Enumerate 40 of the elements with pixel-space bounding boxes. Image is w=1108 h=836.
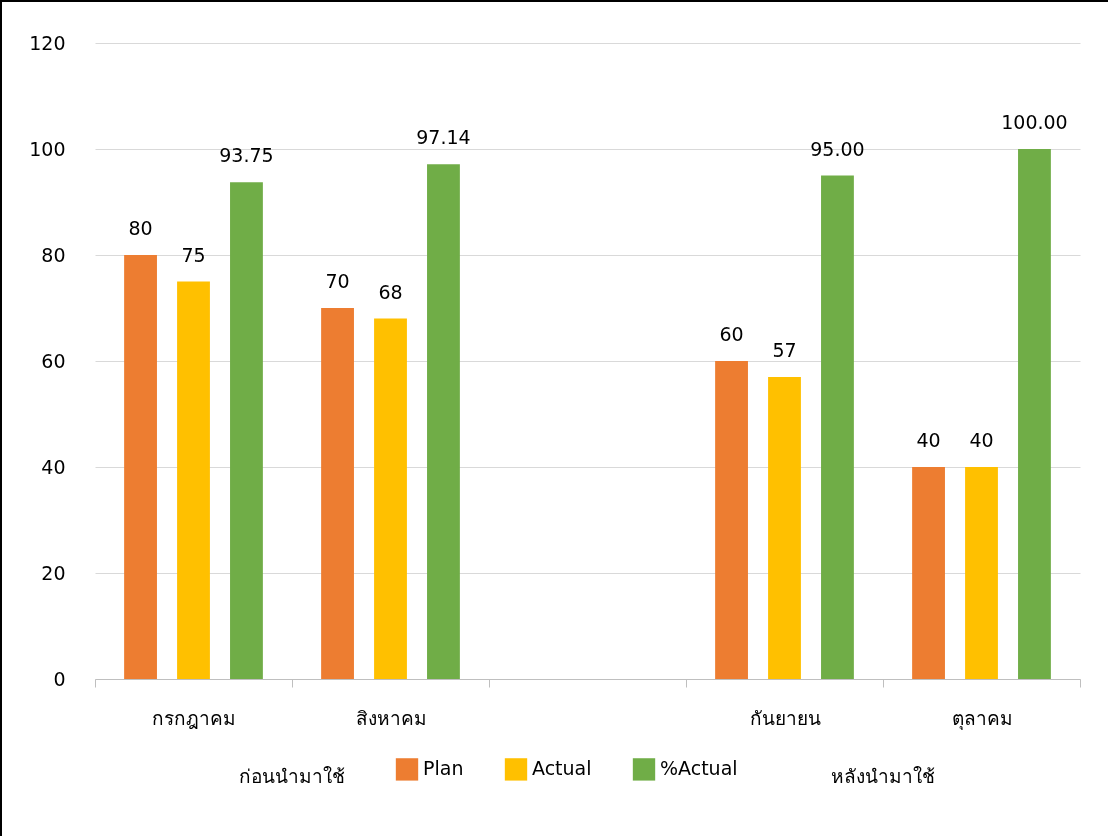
data-label: 97.14 bbox=[416, 126, 471, 149]
y-tick-label: 80 bbox=[41, 243, 66, 266]
bar bbox=[1018, 149, 1051, 679]
data-label: 93.75 bbox=[219, 144, 274, 167]
x-tick-label: สิงหาคม bbox=[355, 706, 427, 729]
x-tick-label: ตุลาคม bbox=[951, 706, 1013, 731]
bar bbox=[768, 376, 801, 679]
y-tick-label: 60 bbox=[41, 349, 66, 372]
x-tick-label: กันยายน bbox=[749, 706, 821, 729]
text: ก่อนนำมาใช้ bbox=[239, 765, 345, 787]
data-label: 40 bbox=[969, 429, 994, 451]
data-label: 57 bbox=[772, 338, 797, 361]
y-tick-label: 120 bbox=[29, 31, 66, 54]
bar bbox=[427, 164, 460, 679]
data-label: 68 bbox=[378, 280, 403, 303]
y-tick-label: 40 bbox=[41, 455, 66, 478]
data-label: 40 bbox=[916, 429, 941, 451]
x-tick-label: กรกฎาคม bbox=[152, 706, 236, 729]
bar bbox=[374, 318, 407, 679]
bar bbox=[821, 175, 854, 679]
y-tick-label: 0 bbox=[53, 667, 66, 690]
data-label: 70 bbox=[325, 270, 350, 292]
data-label: 60 bbox=[719, 323, 744, 345]
data-label: 95.00 bbox=[810, 137, 865, 160]
bar bbox=[715, 361, 748, 679]
bar bbox=[965, 467, 998, 679]
data-label: 80 bbox=[128, 217, 153, 239]
bar bbox=[177, 281, 210, 679]
text: หลังนำมาใช้ bbox=[831, 765, 935, 787]
bar bbox=[321, 308, 354, 679]
bar bbox=[124, 255, 157, 679]
legend-label: %Actual bbox=[660, 757, 738, 780]
y-tick-label: 20 bbox=[41, 561, 66, 584]
bar bbox=[912, 467, 945, 679]
data-label: 100.00 bbox=[1001, 111, 1068, 133]
legend-label: Plan bbox=[423, 757, 464, 780]
data-label: 75 bbox=[181, 243, 206, 266]
y-tick-label: 100 bbox=[29, 137, 66, 160]
legend-label: Actual bbox=[532, 757, 592, 780]
bar bbox=[230, 182, 263, 679]
